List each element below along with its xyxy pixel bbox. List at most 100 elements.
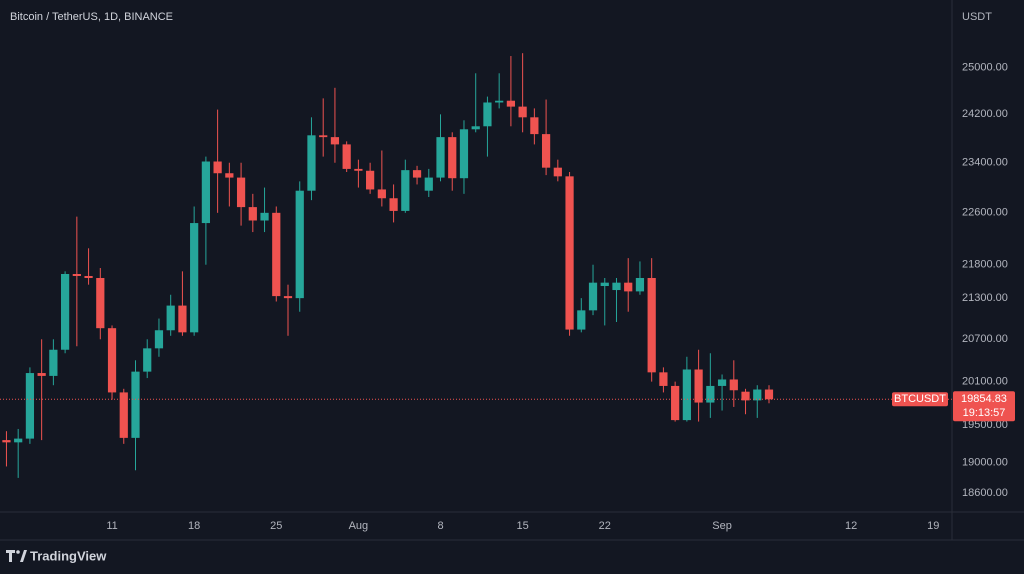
x-tick-label: 19 [927,520,939,532]
candle-body [366,170,375,190]
candle-body [96,277,105,329]
candle-body [530,117,539,135]
candle-body [190,223,199,333]
x-tick-label: 8 [437,520,443,532]
countdown-label: 19:13:57 [963,407,1006,419]
candle-body [553,167,562,177]
candle-body [260,212,269,221]
symbol-label: BTCUSDT [894,393,946,405]
candle-body [272,212,281,297]
brand-logo [6,550,27,562]
y-tick-label: 23400.00 [962,157,1008,169]
candle-body [753,389,762,401]
candle-body [483,102,492,127]
candle-body [319,135,328,138]
candles [2,53,774,478]
y-tick-label: 20100.00 [962,376,1008,388]
candle-body [72,273,81,276]
candle-body [330,137,340,145]
candle-body [459,129,469,179]
candle-body [84,275,93,278]
logo-dot [16,550,20,554]
candle-body [307,135,316,191]
candle-body [565,176,574,330]
candle-body [706,385,715,403]
candle-body [624,282,633,292]
logo-t [6,550,15,562]
candle-body [682,369,691,421]
x-tick-label: 15 [517,520,529,532]
candle-body [248,207,257,221]
candle-body [342,144,351,169]
candle-body [131,371,140,438]
candle-body [577,310,586,330]
candle-body [588,282,598,311]
candle-body [377,189,386,199]
candle-body [448,137,457,179]
candle-body [37,373,46,376]
x-tick-label: 25 [270,520,282,532]
candle-body [143,348,152,372]
candle-body [201,161,210,224]
candle-body [600,282,609,287]
candle-body [518,106,527,118]
y-tick-label: 20700.00 [962,333,1008,345]
y-tick-label: 19500.00 [962,419,1008,431]
candle-body [471,126,480,130]
y-tick-label: 21800.00 [962,259,1008,271]
candle-body [741,391,750,401]
candle-body [412,170,422,178]
last-price-tag [953,391,1015,422]
candle-body [694,369,703,403]
candle-body [213,161,222,174]
candle-body [236,177,246,208]
y-tick-label: 21300.00 [962,292,1008,304]
y-tick-label: 25000.00 [962,61,1008,73]
candle-body [541,134,551,168]
candle-body [424,177,433,191]
candle-body [506,100,516,107]
candle-body [717,379,727,386]
candle-body [635,277,645,292]
candle-body [119,392,128,438]
y-tick-label: 18600.00 [962,487,1008,499]
x-tick-label: Sep [712,520,732,532]
candle-body [764,389,774,400]
candle-body [659,372,668,386]
brand-name[interactable]: TradingView [30,548,107,563]
candle-body [225,173,234,178]
x-tick-label: Aug [349,520,369,532]
symbol-tag [892,392,948,407]
candle-body [25,373,35,439]
last-price-label: 19854.83 [961,393,1007,405]
candle-body [436,137,445,178]
candle-body [49,349,58,376]
candle-body [401,170,410,211]
x-tick-label: 12 [845,520,857,532]
candle-body [61,273,70,350]
y-tick-label: 22600.00 [962,207,1008,219]
y-axis-label: USDT [962,11,992,23]
candle-body [647,277,656,373]
x-tick-label: 11 [106,520,117,532]
candle-body [107,328,117,393]
candle-body [671,385,680,421]
candle-body [166,305,175,331]
x-tick-label: 18 [188,520,200,532]
candle-body [154,330,164,349]
candle-body [729,379,738,391]
logo-v [20,550,27,562]
candle-body [2,440,11,443]
x-tick-label: 22 [599,520,611,532]
candle-body [495,100,504,103]
candle-body [612,282,621,291]
candle-body [14,438,23,443]
candle-body [295,190,304,299]
candle-body [178,305,187,333]
candle-body [283,296,293,299]
chart-title: Bitcoin / TetherUS, 1D, BINANCE [10,11,173,23]
y-tick-label: 24200.00 [962,108,1008,120]
